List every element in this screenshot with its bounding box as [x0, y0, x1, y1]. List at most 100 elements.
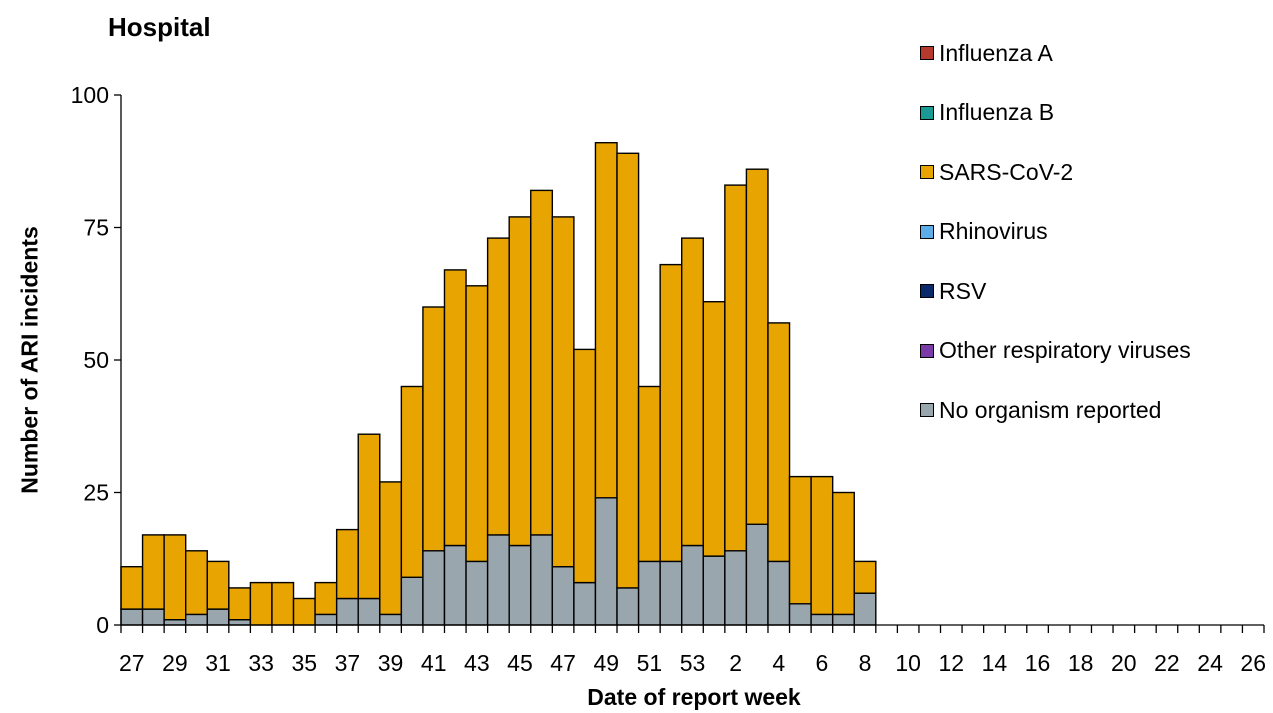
bar-segment	[616, 587, 640, 626]
bar-segment	[594, 141, 618, 499]
bar-segment	[422, 306, 446, 552]
bar-segment	[702, 301, 726, 557]
bar-segment	[184, 550, 208, 616]
x-tick-label: 10	[895, 650, 921, 676]
bar-segment	[831, 491, 855, 616]
x-tick-label: 26	[1240, 650, 1266, 676]
bar-segment	[659, 263, 683, 563]
bar-segment	[120, 608, 144, 626]
legend-swatch	[920, 105, 934, 120]
x-tick-label: 2	[729, 650, 742, 676]
bar-segment	[249, 581, 273, 626]
bar-segment	[594, 497, 618, 626]
bar-segment	[400, 576, 424, 626]
bar-segment	[379, 481, 403, 616]
bar-segment	[831, 613, 855, 626]
bar-segment	[465, 285, 489, 563]
x-tick-label: 49	[593, 650, 619, 676]
x-tick-label: 4	[772, 650, 785, 676]
bar-segment	[314, 613, 338, 626]
legend-item: SARS-CoV-2	[920, 149, 1191, 195]
legend-swatch	[920, 284, 934, 298]
bar-segment	[681, 544, 704, 626]
legend-swatch	[920, 165, 934, 179]
bar-segment	[206, 560, 230, 610]
bar-segment	[551, 216, 575, 568]
bar-segment	[745, 168, 769, 526]
chart-title: Hospital	[108, 12, 211, 42]
bar-segment	[853, 560, 877, 594]
bar-segment	[681, 237, 704, 547]
legend-item: Influenza A	[920, 30, 1191, 76]
x-axis-label: Date of report week	[587, 684, 801, 710]
bar-segment	[486, 237, 510, 536]
bar-segment	[659, 560, 683, 626]
bar-segment	[702, 555, 726, 626]
bar-segment	[184, 613, 208, 626]
y-tick-label: 100	[71, 82, 109, 108]
x-tick-label: 24	[1197, 650, 1223, 676]
legend-item: No organism reported	[920, 387, 1191, 433]
y-tick-label: 50	[83, 347, 109, 373]
bar-segment	[206, 608, 230, 626]
x-tick-label: 45	[507, 650, 533, 676]
bar-segment	[530, 534, 554, 626]
bar-segment	[271, 581, 295, 626]
bar-segment	[810, 475, 834, 616]
legend-label: Other respiratory viruses	[939, 337, 1191, 363]
bar-segment	[163, 619, 187, 626]
bar-segment	[788, 603, 812, 626]
x-tick-label: 12	[938, 650, 964, 676]
legend-label: SARS-CoV-2	[939, 158, 1074, 185]
x-tick-label: 37	[335, 650, 361, 676]
legend-swatch	[920, 343, 934, 358]
bar-segment	[422, 550, 446, 626]
legend-swatch	[920, 46, 934, 60]
bar-segment	[745, 523, 769, 626]
y-tick-label: 75	[83, 215, 109, 241]
bar-segment	[163, 534, 187, 621]
x-tick-label: 20	[1111, 650, 1137, 676]
bar-segment	[400, 385, 424, 579]
legend-label: Influenza B	[939, 99, 1055, 125]
bar-segment	[314, 581, 338, 616]
bar-segment	[486, 534, 510, 626]
bar-segment	[788, 475, 812, 605]
x-tick-label: 29	[162, 650, 188, 676]
x-tick-label: 43	[464, 650, 490, 676]
x-tick-label: 41	[421, 650, 447, 676]
x-tick-label: 53	[680, 650, 706, 676]
legend: Influenza A Influenza B SARS-CoV-2 Rhinovir…	[920, 30, 1191, 447]
x-tick-label: 6	[815, 650, 828, 676]
bar-segment	[465, 560, 489, 626]
x-tick-label: 27	[119, 650, 145, 676]
legend-item: Rhinovirus	[920, 209, 1191, 255]
x-tick-label: 18	[1068, 650, 1094, 676]
bar-segment	[637, 560, 661, 626]
legend-item: Influenza B	[920, 90, 1191, 136]
x-tick-label: 39	[378, 650, 404, 676]
x-tick-label: 47	[550, 650, 576, 676]
bar-segment	[853, 592, 877, 626]
bar-segment	[530, 189, 554, 536]
bar-segment	[228, 587, 252, 621]
bar-segment	[141, 608, 165, 626]
x-tick-label: 51	[637, 650, 663, 676]
x-tick-label: 31	[205, 650, 231, 676]
bar-segment	[443, 269, 467, 547]
bar-segment	[508, 216, 532, 547]
bar-segment	[443, 544, 467, 626]
y-tick-label: 0	[96, 612, 109, 638]
bar-segment	[357, 433, 381, 600]
bar-segment	[810, 613, 834, 626]
bar-segment	[335, 597, 359, 626]
legend-swatch	[920, 224, 934, 239]
bar-segment	[616, 152, 640, 589]
x-tick-label: 16	[1025, 650, 1051, 676]
x-tick-label: 35	[292, 650, 318, 676]
y-tick-label: 25	[83, 480, 109, 506]
bar-segment	[767, 322, 791, 563]
bar-segment	[724, 184, 748, 552]
bar-segment	[551, 566, 575, 626]
